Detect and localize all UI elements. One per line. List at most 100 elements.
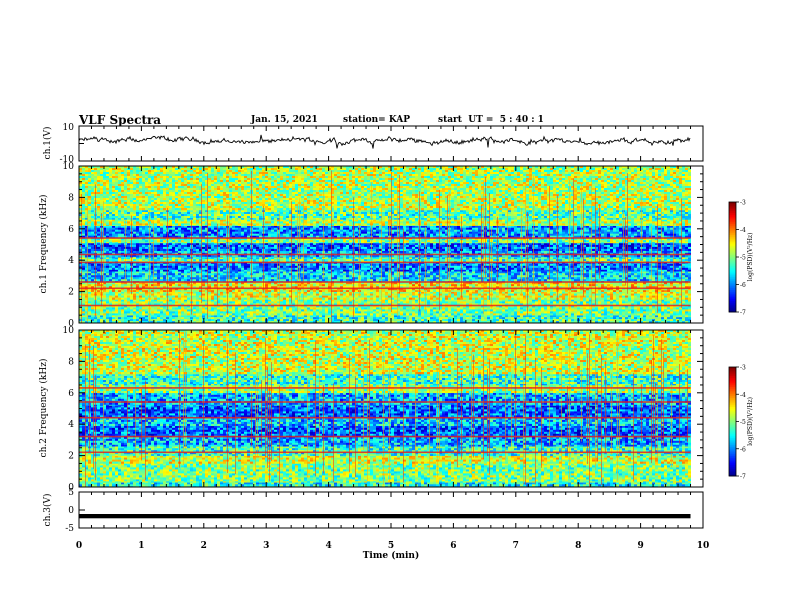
spectrogram-cell xyxy=(340,298,343,300)
spectrogram-cell xyxy=(136,277,139,279)
spectrogram-cell xyxy=(376,301,379,303)
spectrogram-cell xyxy=(211,284,214,286)
spectrogram-cell xyxy=(415,284,418,286)
spectrogram-cell xyxy=(604,273,607,275)
spectrogram-cell xyxy=(109,319,112,321)
spectrogram-cell xyxy=(649,315,652,317)
spectrogram-cell xyxy=(94,319,97,321)
spectrogram-cell xyxy=(145,311,148,313)
spectrogram-cell xyxy=(628,290,631,292)
spectrogram-cell xyxy=(547,309,550,311)
spectrogram-cell xyxy=(670,275,673,277)
spectrogram-cell xyxy=(130,313,133,315)
spectrogram-cell xyxy=(535,273,538,275)
spectrogram-cell xyxy=(247,313,250,315)
spectrogram-cell xyxy=(259,309,262,311)
spectrogram-cell xyxy=(211,311,214,313)
spectrogram-cell xyxy=(103,298,106,300)
spectrogram-cell xyxy=(400,294,403,296)
spectrogram-cell xyxy=(448,319,451,321)
spectrogram-cell xyxy=(544,301,547,303)
spectrogram-cell xyxy=(679,317,682,319)
spectrogram-cell xyxy=(436,273,439,275)
spectrogram-cell xyxy=(643,309,646,311)
spectrogram-cell xyxy=(256,307,259,309)
spectrogram-cell xyxy=(361,307,364,309)
spectrogram-cell xyxy=(370,296,373,298)
spectrogram-cell xyxy=(154,275,157,277)
spectrogram-cell xyxy=(91,311,94,313)
spectrogram-cell xyxy=(238,273,241,275)
spectrogram-cell xyxy=(358,298,361,300)
spectrogram-cell xyxy=(229,294,232,296)
spectrogram-cell xyxy=(280,311,283,313)
spectrogram-cell xyxy=(244,275,247,277)
spectrogram-cell xyxy=(328,275,331,277)
spectrogram-cell xyxy=(601,301,604,303)
spectrogram-cell xyxy=(142,298,145,300)
spectrogram-cell xyxy=(349,309,352,311)
spectrogram-cell xyxy=(598,313,601,315)
spectrogram-cell xyxy=(586,307,589,309)
spectrogram-cell xyxy=(304,307,307,309)
spectrogram-cell xyxy=(130,311,133,313)
spectrogram-cell xyxy=(304,292,307,294)
spectrogram-cell xyxy=(157,275,160,277)
spectrogram-cell xyxy=(436,319,439,321)
spectrogram-cell xyxy=(115,284,118,286)
spectrogram-cell xyxy=(634,271,637,273)
spectrogram-cell xyxy=(388,313,391,315)
spectrogram-cell xyxy=(613,292,616,294)
spectrogram-cell xyxy=(385,296,388,298)
spectrogram-cell xyxy=(520,317,523,319)
spectrogram-cell xyxy=(613,311,616,313)
spectrogram-cell xyxy=(256,309,259,311)
spectrogram-cell xyxy=(667,296,670,298)
spectrogram-cell xyxy=(82,307,85,309)
spectrogram-cell xyxy=(97,292,100,294)
spectrogram-cell xyxy=(139,298,142,300)
spectrogram-cell xyxy=(142,319,145,321)
spectrogram-cell xyxy=(241,290,244,292)
spectrogram-cell xyxy=(175,292,178,294)
spectrogram-cell xyxy=(478,296,481,298)
spectrogram-cell xyxy=(238,301,241,303)
spectrogram-cell xyxy=(160,311,163,313)
spectrogram-cell xyxy=(214,298,217,300)
spectrogram-cell xyxy=(421,298,424,300)
spectrogram-cell xyxy=(106,271,109,273)
spectrogram-cell xyxy=(529,271,532,273)
spectrogram-cell xyxy=(394,319,397,321)
spectrogram-cell xyxy=(349,298,352,300)
spectrogram-cell xyxy=(430,284,433,286)
spectrogram-cell xyxy=(271,315,274,317)
spectrogram-cell xyxy=(385,319,388,321)
spectrogram-cell xyxy=(442,275,445,277)
spectrogram-cell xyxy=(559,319,562,321)
spectrogram-cell xyxy=(313,273,316,275)
spectrogram-cell xyxy=(169,290,172,292)
spectrogram-cell xyxy=(136,273,139,275)
spectrogram-cell xyxy=(274,277,277,279)
spectrogram-cell xyxy=(445,311,448,313)
spectrogram-cell xyxy=(364,311,367,313)
spectrogram-cell xyxy=(565,271,568,273)
spectrogram-cell xyxy=(673,307,676,309)
spectrogram-cell xyxy=(574,301,577,303)
spectrogram-cell xyxy=(454,290,457,292)
spectrogram-cell xyxy=(154,298,157,300)
spectrogram-cell xyxy=(640,298,643,300)
spectrogram-cell xyxy=(496,296,499,298)
spectrogram-cell xyxy=(685,319,688,321)
spectrogram-cell xyxy=(139,275,142,277)
spectrogram-cell xyxy=(325,273,328,275)
spectrogram-cell xyxy=(307,311,310,313)
spectrogram-cell xyxy=(91,271,94,273)
spectrogram-cell xyxy=(610,317,613,319)
spectrogram-cell xyxy=(532,309,535,311)
spectrogram-cell xyxy=(163,309,166,311)
spectrogram-cell xyxy=(316,277,319,279)
spectrogram-cell xyxy=(670,307,673,309)
spectrogram-cell xyxy=(580,301,583,303)
spectrogram-cell xyxy=(517,275,520,277)
